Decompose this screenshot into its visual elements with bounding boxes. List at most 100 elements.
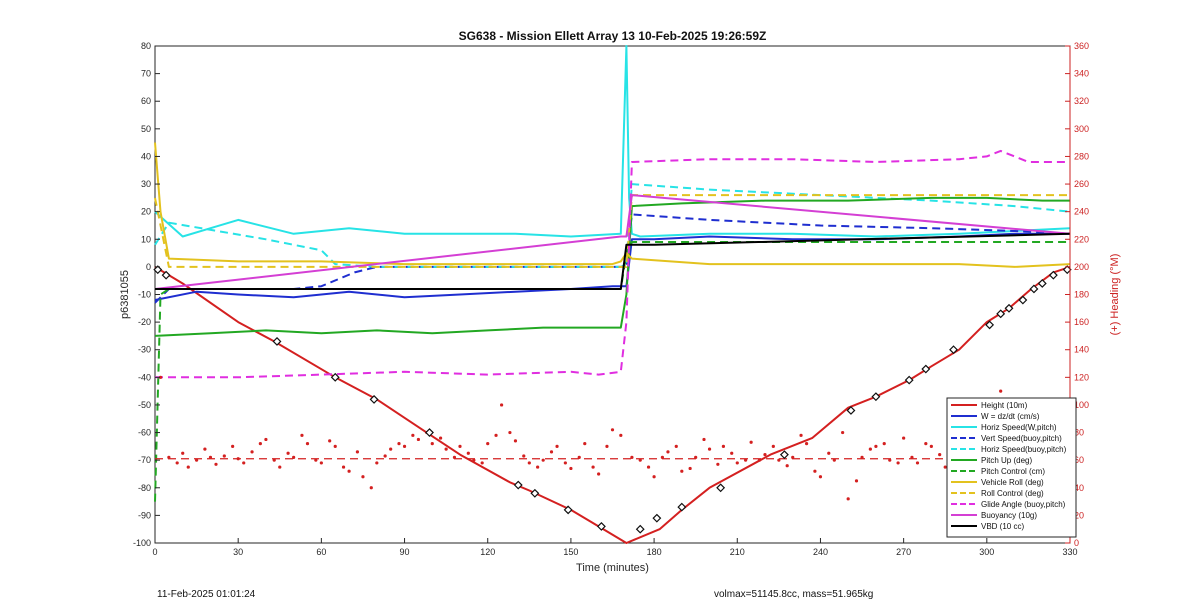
heading-point xyxy=(175,461,179,465)
heading-point xyxy=(630,455,634,460)
y2-tick-label: 120 xyxy=(1074,372,1089,382)
heading-point xyxy=(319,461,323,465)
y-tick-label: -100 xyxy=(133,538,151,548)
legend-label: Horiz Speed(buoy,pitch) xyxy=(981,445,1067,454)
dive-marker xyxy=(716,483,726,493)
heading-point xyxy=(494,433,498,437)
legend-label: Roll Control (deg) xyxy=(981,489,1044,498)
heading-point xyxy=(522,454,526,458)
dive-marker xyxy=(871,392,881,402)
legend-label: Horiz Speed(W,pitch) xyxy=(981,423,1057,432)
heading-point xyxy=(874,444,878,448)
y-tick-label: -50 xyxy=(138,400,151,410)
heading-point xyxy=(583,442,587,446)
heading-point xyxy=(286,451,290,455)
heading-point xyxy=(341,465,346,469)
heading-point xyxy=(771,444,775,448)
footer-timestamp: 11-Feb-2025 01:01:24 xyxy=(157,589,256,600)
legend-label: Vert Speed(buoy,pitch) xyxy=(981,434,1062,443)
dive-marker xyxy=(949,345,958,355)
y-tick-label: 70 xyxy=(141,69,151,79)
heading-point xyxy=(868,447,872,451)
y-tick-label: 50 xyxy=(141,124,151,134)
heading-point xyxy=(536,465,540,469)
heading-point xyxy=(444,447,448,451)
legend: Height (10m) W = dz/dt (cm/s) Horiz Speed(… xyxy=(946,397,1077,538)
dive-marker xyxy=(779,450,789,460)
dive-marker xyxy=(677,502,687,512)
legend-box xyxy=(946,397,1077,538)
heading-point xyxy=(458,444,462,448)
dive-marker xyxy=(652,513,662,523)
heading-point xyxy=(236,457,240,461)
heading-point xyxy=(757,458,762,462)
x-tick-label: 120 xyxy=(480,547,495,557)
y-tick-label: -40 xyxy=(138,372,151,382)
dive-marker xyxy=(153,265,163,275)
legend-label: Vehicle Roll (deg) xyxy=(981,478,1044,487)
y2-tick-label: 340 xyxy=(1074,69,1089,79)
legend-label: Pitch Control (cm) xyxy=(981,467,1045,476)
heading-point xyxy=(813,469,817,473)
axes-layer: 0 30 60 90 120 150 180 210 240 270 300 330-100-90-8… xyxy=(133,41,1089,557)
x-tick-label: 150 xyxy=(563,547,578,557)
heading-point xyxy=(563,461,567,465)
x-tick-label: 330 xyxy=(1062,547,1077,557)
heading-point xyxy=(402,444,407,448)
y2-tick-label: 200 xyxy=(1074,262,1089,272)
legend-label: Glide Angle (buoy,pitch) xyxy=(981,500,1066,509)
heading-point xyxy=(499,403,504,407)
heading-point xyxy=(203,447,207,451)
heading-point xyxy=(383,454,387,458)
y-tick-label: -70 xyxy=(138,455,151,465)
heading-point xyxy=(735,461,739,465)
x-tick-label: 210 xyxy=(730,547,745,557)
heading-point xyxy=(785,464,789,468)
heading-point xyxy=(508,430,512,435)
heading-point xyxy=(333,444,337,448)
heading-point xyxy=(860,455,864,460)
y-tick-label: -30 xyxy=(138,345,151,355)
heading-point xyxy=(660,455,665,460)
heading-point xyxy=(527,461,531,465)
heading-point xyxy=(361,475,365,479)
heading-point xyxy=(841,430,845,435)
heading-point xyxy=(716,462,720,466)
marker-layer xyxy=(153,265,1072,534)
y2-tick-label: 320 xyxy=(1074,96,1089,106)
y-tick-label: -80 xyxy=(138,483,151,493)
heading-point xyxy=(549,450,554,454)
x-tick-label: 90 xyxy=(400,547,410,557)
heading-point xyxy=(569,466,573,471)
y2-tick-label: 220 xyxy=(1074,234,1089,244)
legend-label: Buoyancy (10g) xyxy=(981,511,1037,520)
heading-point xyxy=(186,465,190,469)
heading-point xyxy=(591,465,595,469)
series-line xyxy=(154,194,1071,290)
y2-tick-label: 100 xyxy=(1074,400,1089,410)
heading-point xyxy=(347,469,351,473)
heading-point xyxy=(513,439,518,443)
dive-marker xyxy=(161,270,171,280)
y2-tick-label: 240 xyxy=(1074,207,1089,217)
x-tick-label: 240 xyxy=(813,547,828,557)
heading-point xyxy=(231,444,235,448)
dive-marker xyxy=(635,524,645,534)
heading-point xyxy=(305,442,310,446)
dive-marker xyxy=(846,406,856,415)
dive-marker xyxy=(1018,295,1028,305)
heading-point xyxy=(452,455,457,460)
y-tick-label: 0 xyxy=(146,262,151,272)
y-tick-label: -20 xyxy=(138,317,151,327)
heading-point xyxy=(638,458,642,462)
heading-point xyxy=(832,458,836,462)
heading-point xyxy=(652,475,656,479)
heading-point xyxy=(680,469,684,473)
series-line xyxy=(155,149,1070,379)
dive-marker xyxy=(996,309,1006,319)
y-tick-label: -60 xyxy=(138,428,151,438)
heading-point xyxy=(938,453,942,457)
heading-point xyxy=(749,440,753,444)
heading-point xyxy=(300,433,304,437)
